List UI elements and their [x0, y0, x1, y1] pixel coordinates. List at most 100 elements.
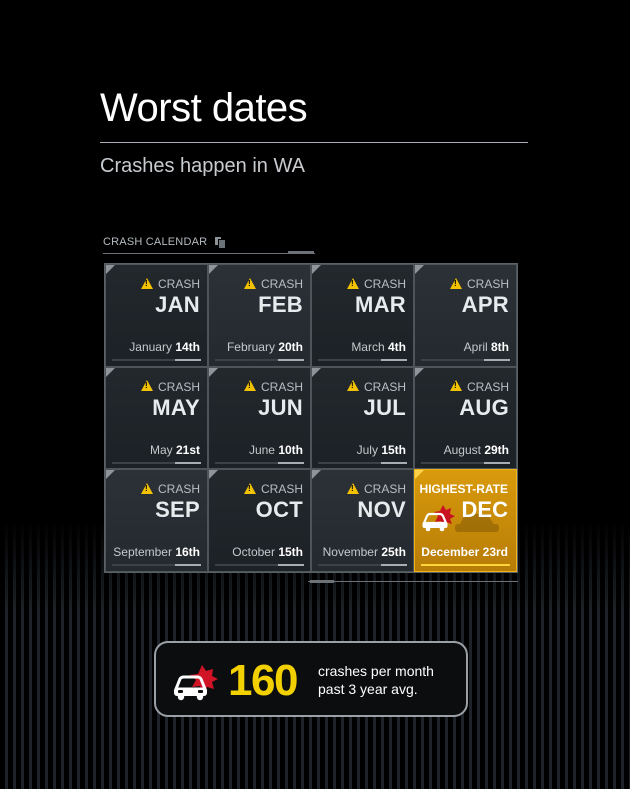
worst-date-prefix: January [129, 340, 176, 354]
calendar-cell-aug[interactable]: CRASH AUG August 29th [414, 366, 517, 470]
cell-progress-fill [175, 359, 201, 361]
month-label: DEC [461, 497, 508, 523]
cell-progress-fill [484, 359, 510, 361]
warning-triangle-icon [449, 380, 462, 392]
document-icon[interactable] [215, 237, 227, 249]
month-label: SEP [155, 497, 200, 523]
calendar-cell-mar[interactable]: CRASH MAR March 4th [311, 264, 414, 367]
month-label: APR [461, 292, 509, 317]
crash-tag-label: CRASH [363, 482, 406, 497]
cell-progress-track [421, 461, 510, 464]
calendar-cell-jan[interactable]: CRASH JAN January 14th [105, 264, 208, 367]
corner-marker [312, 367, 321, 377]
month-label: MAR [354, 292, 406, 317]
month-label: JUN [258, 394, 303, 420]
calendar-divider [103, 253, 315, 254]
worst-date-prefix: August [443, 442, 485, 457]
worst-date-prefix: July [356, 442, 382, 457]
worst-date-day: 4th [388, 340, 406, 354]
corner-marker [106, 367, 115, 377]
corner-marker [312, 265, 321, 274]
calendar-cell-may[interactable]: CRASH MAY May 21st [105, 366, 208, 470]
crash-tag: CRASH [449, 379, 509, 394]
worst-date-prefix: September [113, 545, 176, 560]
cell-progress-fill [175, 564, 201, 567]
crash-tag-label: CRASH [466, 379, 509, 394]
cell-progress-fill [175, 461, 201, 464]
crash-tag-label: CRASH [260, 482, 303, 497]
crash-tag: CRASH [243, 379, 303, 394]
crash-tag: CRASH [243, 482, 303, 497]
monthly-crash-count: 160 [228, 656, 298, 705]
car-crash-icon [173, 665, 218, 701]
crash-tag: CRASH [449, 277, 509, 291]
worst-date-prefix: June [248, 442, 279, 457]
calendar-cell-jul[interactable]: CRASH JUL July 15th [311, 366, 414, 470]
worst-date-day: 25th [381, 545, 406, 560]
summary-stat-card: 160 crashes per month past 3 year avg. [154, 641, 468, 717]
calendar-cell-nov[interactable]: CRASH NOV November 25th [311, 469, 414, 572]
corner-marker [312, 470, 321, 480]
warning-triangle-icon [346, 482, 359, 494]
corner-marker [209, 470, 218, 480]
crash-tag-label: CRASH [363, 277, 406, 291]
worst-date-prefix: February [226, 340, 279, 354]
worst-date-day: 20th [278, 340, 303, 354]
cell-progress-fill [278, 359, 304, 361]
worst-date: May 21st [150, 443, 200, 457]
calendar-cell-sep[interactable]: CRASH SEP September 16th [105, 469, 208, 572]
month-label: NOV [357, 497, 406, 523]
crash-tag-label: CRASH [157, 277, 200, 291]
cell-progress-fill [381, 564, 407, 567]
crash-tag: CRASH [140, 277, 200, 291]
worst-date: June 10th [249, 443, 303, 457]
worst-date-prefix: October [232, 545, 279, 560]
calendar-cell-dec-highlight[interactable]: HIGHEST-RATE DEC December 23rd [414, 469, 517, 572]
worst-date: July 15th [357, 443, 406, 457]
car-crash-icon [422, 505, 455, 532]
warning-triangle-icon [140, 482, 153, 494]
worst-date-day: 15th [278, 545, 303, 560]
corner-marker [415, 265, 424, 274]
cell-progress-fill [381, 461, 407, 464]
crash-tag: CRASH [140, 380, 200, 394]
cell-progress-track [318, 564, 407, 567]
corner-marker [415, 367, 424, 377]
page-title: Worst dates [100, 86, 308, 130]
worst-date: September 16th [113, 545, 200, 559]
warning-triangle-icon [243, 482, 256, 494]
worst-date: December 23rd [421, 545, 508, 560]
crash-tag-label: CRASH [157, 482, 200, 497]
calendar-label-text: CRASH CALENDAR [103, 236, 208, 248]
cell-progress-track [318, 461, 407, 464]
worst-date-day: 15th [381, 442, 406, 457]
month-label: JAN [155, 292, 200, 317]
worst-date-prefix: May [149, 442, 176, 457]
worst-date: November 25th [323, 545, 406, 559]
worst-date-prefix: March [351, 340, 388, 354]
month-label: AUG [459, 394, 509, 420]
worst-date-day: 14th [175, 340, 200, 354]
cell-progress-fill [484, 461, 510, 464]
calendar-cell-jun[interactable]: CRASH JUN June 10th [208, 366, 311, 470]
month-label: MAY [152, 394, 200, 420]
cell-progress-track [215, 359, 304, 361]
crash-tag: CRASH [140, 482, 200, 497]
car-crash-watermark-icon [455, 514, 499, 533]
worst-date: February 20th [227, 340, 303, 354]
calendar-bottom-divider-tab [310, 580, 334, 583]
calendar-cell-oct[interactable]: CRASH OCT October 15th [208, 469, 311, 572]
crash-tag: CRASH [346, 380, 406, 394]
cell-progress-track [112, 359, 201, 361]
month-label: OCT [255, 497, 303, 523]
crash-tag-label: CRASH [260, 379, 303, 394]
worst-date-day: 16th [175, 545, 200, 560]
corner-marker [415, 470, 424, 480]
calendar-cell-apr[interactable]: CRASH APR April 8th [414, 264, 517, 367]
corner-marker [106, 265, 115, 274]
calendar-cell-feb[interactable]: CRASH FEB February 20th [208, 264, 311, 367]
month-label: JUL [363, 394, 406, 420]
worst-date-day: 21st [175, 442, 200, 457]
cell-progress-fill [278, 461, 304, 464]
cell-progress-fill [381, 359, 407, 361]
